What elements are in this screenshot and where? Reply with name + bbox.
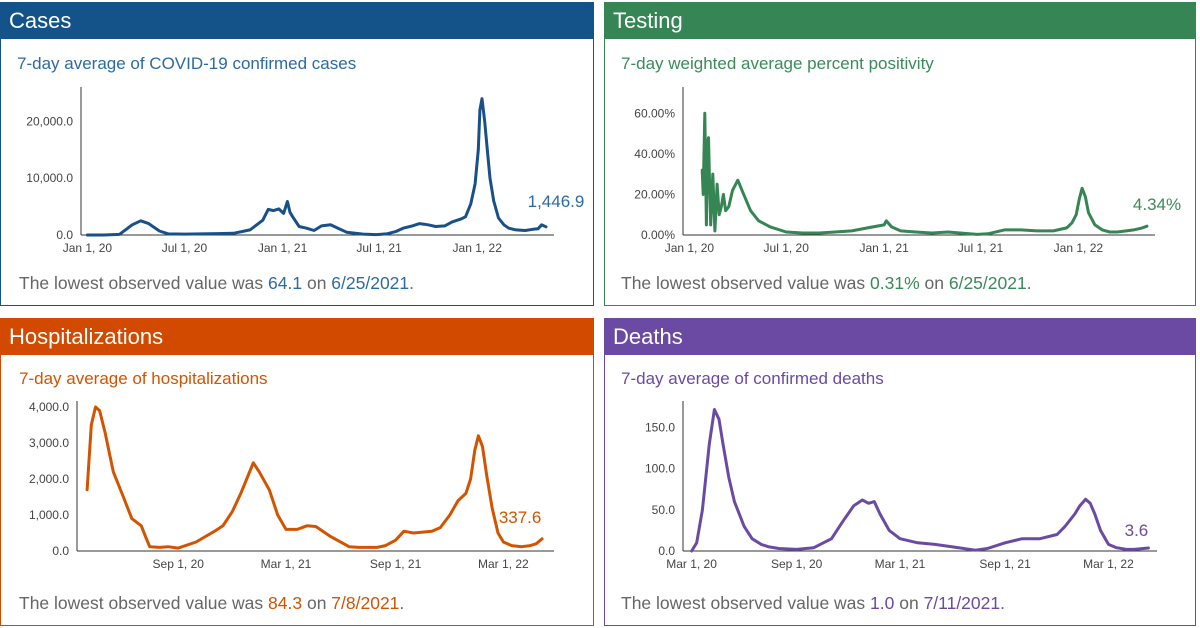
y-tick-label: 50.0 [652, 503, 676, 517]
cases-header: Cases [1, 3, 593, 39]
x-tick-label: Jan 1, 22 [453, 241, 503, 255]
note-suffix: . [409, 273, 415, 293]
series-line [85, 97, 548, 237]
y-tick-label: 150.0 [645, 421, 675, 435]
x-tick-label: Mar 1, 20 [666, 557, 717, 571]
note-suffix: . [1000, 593, 1005, 613]
note-prefix: The lowest observed value was [19, 593, 269, 613]
x-tick-label: Sep 1, 20 [771, 557, 823, 571]
note-prefix: The lowest observed value was [621, 273, 871, 293]
note-prefix: The lowest observed value was [19, 273, 269, 293]
x-tick-label: Mar 1, 22 [1083, 557, 1134, 571]
latest-value-label: 1,446.9 [528, 192, 585, 211]
y-tick-label: 0.0 [52, 544, 69, 558]
note-mid: on [302, 273, 332, 293]
y-tick-label: 40.00% [634, 147, 675, 161]
x-tick-label: Jul 1, 21 [356, 241, 402, 255]
y-tick-label: 3,000.0 [29, 436, 69, 450]
note-value: 84.3 [268, 593, 303, 613]
deaths-subtitle: 7-day average of confirmed deaths [621, 369, 884, 388]
x-tick-label: Sep 1, 20 [153, 557, 205, 571]
y-tick-label: 100.0 [645, 462, 675, 476]
x-tick-label: Jul 1, 20 [764, 241, 810, 255]
cases-chart: 0.0 10,000.0 20,000.0 Jan 1, 20 Jul 1, 20 Jan… [26, 87, 585, 255]
deaths-lowest-note: The lowest observed value was 1.0 on 7/1… [621, 593, 1005, 614]
cases-subtitle: 7-day average of COVID-19 confirmed case… [17, 54, 357, 73]
testing-panel: Testing 7-day weighted average percent p… [604, 2, 1196, 306]
y-tick-label: 10,000.0 [26, 171, 73, 185]
note-date: 7/8/2021 [331, 593, 400, 613]
y-tick-label: 0.00% [641, 228, 675, 242]
note-suffix: . [1026, 273, 1032, 293]
x-tick-label: Mar 1, 22 [478, 557, 529, 571]
x-tick-label: Jan 1, 20 [665, 241, 715, 255]
hospitalizations-chart: 0.0 1,000.0 2,000.0 3,000.0 4,000.0 Sep 1, 20… [29, 400, 554, 571]
testing-lowest-note: The lowest observed value was 0.31% on 6… [621, 273, 1032, 294]
x-tick-label: Jan 1, 21 [859, 241, 909, 255]
x-tick-label: Sep 1, 21 [979, 557, 1031, 571]
hospitalizations-panel: Hospitalizations 7-day average of hospit… [0, 318, 594, 626]
y-tick-label: 0.0 [658, 544, 675, 558]
testing-chart: 0.00% 20.00% 40.00% 60.00% Jan 1, 20 Jul 1, 2… [634, 87, 1181, 255]
note-date: 7/11/2021 [923, 593, 1001, 613]
deaths-header: Deaths [605, 319, 1195, 355]
y-tick-label: 4,000.0 [29, 400, 69, 414]
y-tick-label: 0.0 [56, 228, 73, 242]
cases-panel: Cases 7-day average of COVID-19 confirme… [0, 2, 594, 306]
series-line [700, 111, 1149, 236]
x-tick-label: Jan 1, 22 [1054, 241, 1104, 255]
y-tick-label: 20,000.0 [26, 114, 73, 128]
x-tick-label: Sep 1, 21 [370, 557, 422, 571]
hospitalizations-header: Hospitalizations [1, 319, 593, 355]
y-tick-label: 2,000.0 [29, 472, 69, 486]
testing-header: Testing [605, 3, 1195, 39]
x-tick-label: Jul 1, 20 [162, 241, 208, 255]
x-tick-label: Jan 1, 21 [258, 241, 308, 255]
note-prefix: The lowest observed value was [621, 593, 871, 613]
y-tick-label: 20.00% [634, 187, 675, 201]
latest-value-label: 3.6 [1125, 521, 1149, 540]
note-mid: on [894, 593, 924, 613]
x-tick-label: Jan 1, 20 [63, 241, 113, 255]
note-suffix: . [399, 593, 405, 613]
x-tick-label: Jul 1, 21 [958, 241, 1004, 255]
latest-value-label: 4.34% [1133, 195, 1181, 214]
x-tick-label: Mar 1, 21 [875, 557, 926, 571]
note-mid: on [302, 593, 332, 613]
series-line [85, 405, 544, 550]
hospitalizations-subtitle: 7-day average of hospitalizations [19, 369, 268, 388]
series-line [690, 408, 1150, 553]
note-mid: on [919, 273, 949, 293]
note-date: 6/25/2021 [948, 273, 1027, 293]
y-tick-label: 1,000.0 [29, 508, 69, 522]
hospitalizations-lowest-note: The lowest observed value was 84.3 on 7/… [19, 593, 404, 614]
y-tick-label: 60.00% [634, 106, 675, 120]
latest-value-label: 337.6 [499, 508, 542, 527]
note-value: 0.31% [870, 273, 920, 293]
note-value: 64.1 [268, 273, 303, 293]
note-date: 6/25/2021 [331, 273, 410, 293]
x-tick-label: Mar 1, 21 [261, 557, 312, 571]
cases-lowest-note: The lowest observed value was 64.1 on 6/… [19, 273, 414, 294]
note-value: 1.0 [870, 593, 895, 613]
deaths-panel: Deaths 7-day average of confirmed deaths… [604, 318, 1196, 626]
deaths-chart: 0.0 50.0 100.0 150.0 Mar 1, 20 Sep 1, 20 Mar 1… [645, 401, 1157, 571]
testing-subtitle: 7-day weighted average percent positivit… [621, 54, 934, 73]
